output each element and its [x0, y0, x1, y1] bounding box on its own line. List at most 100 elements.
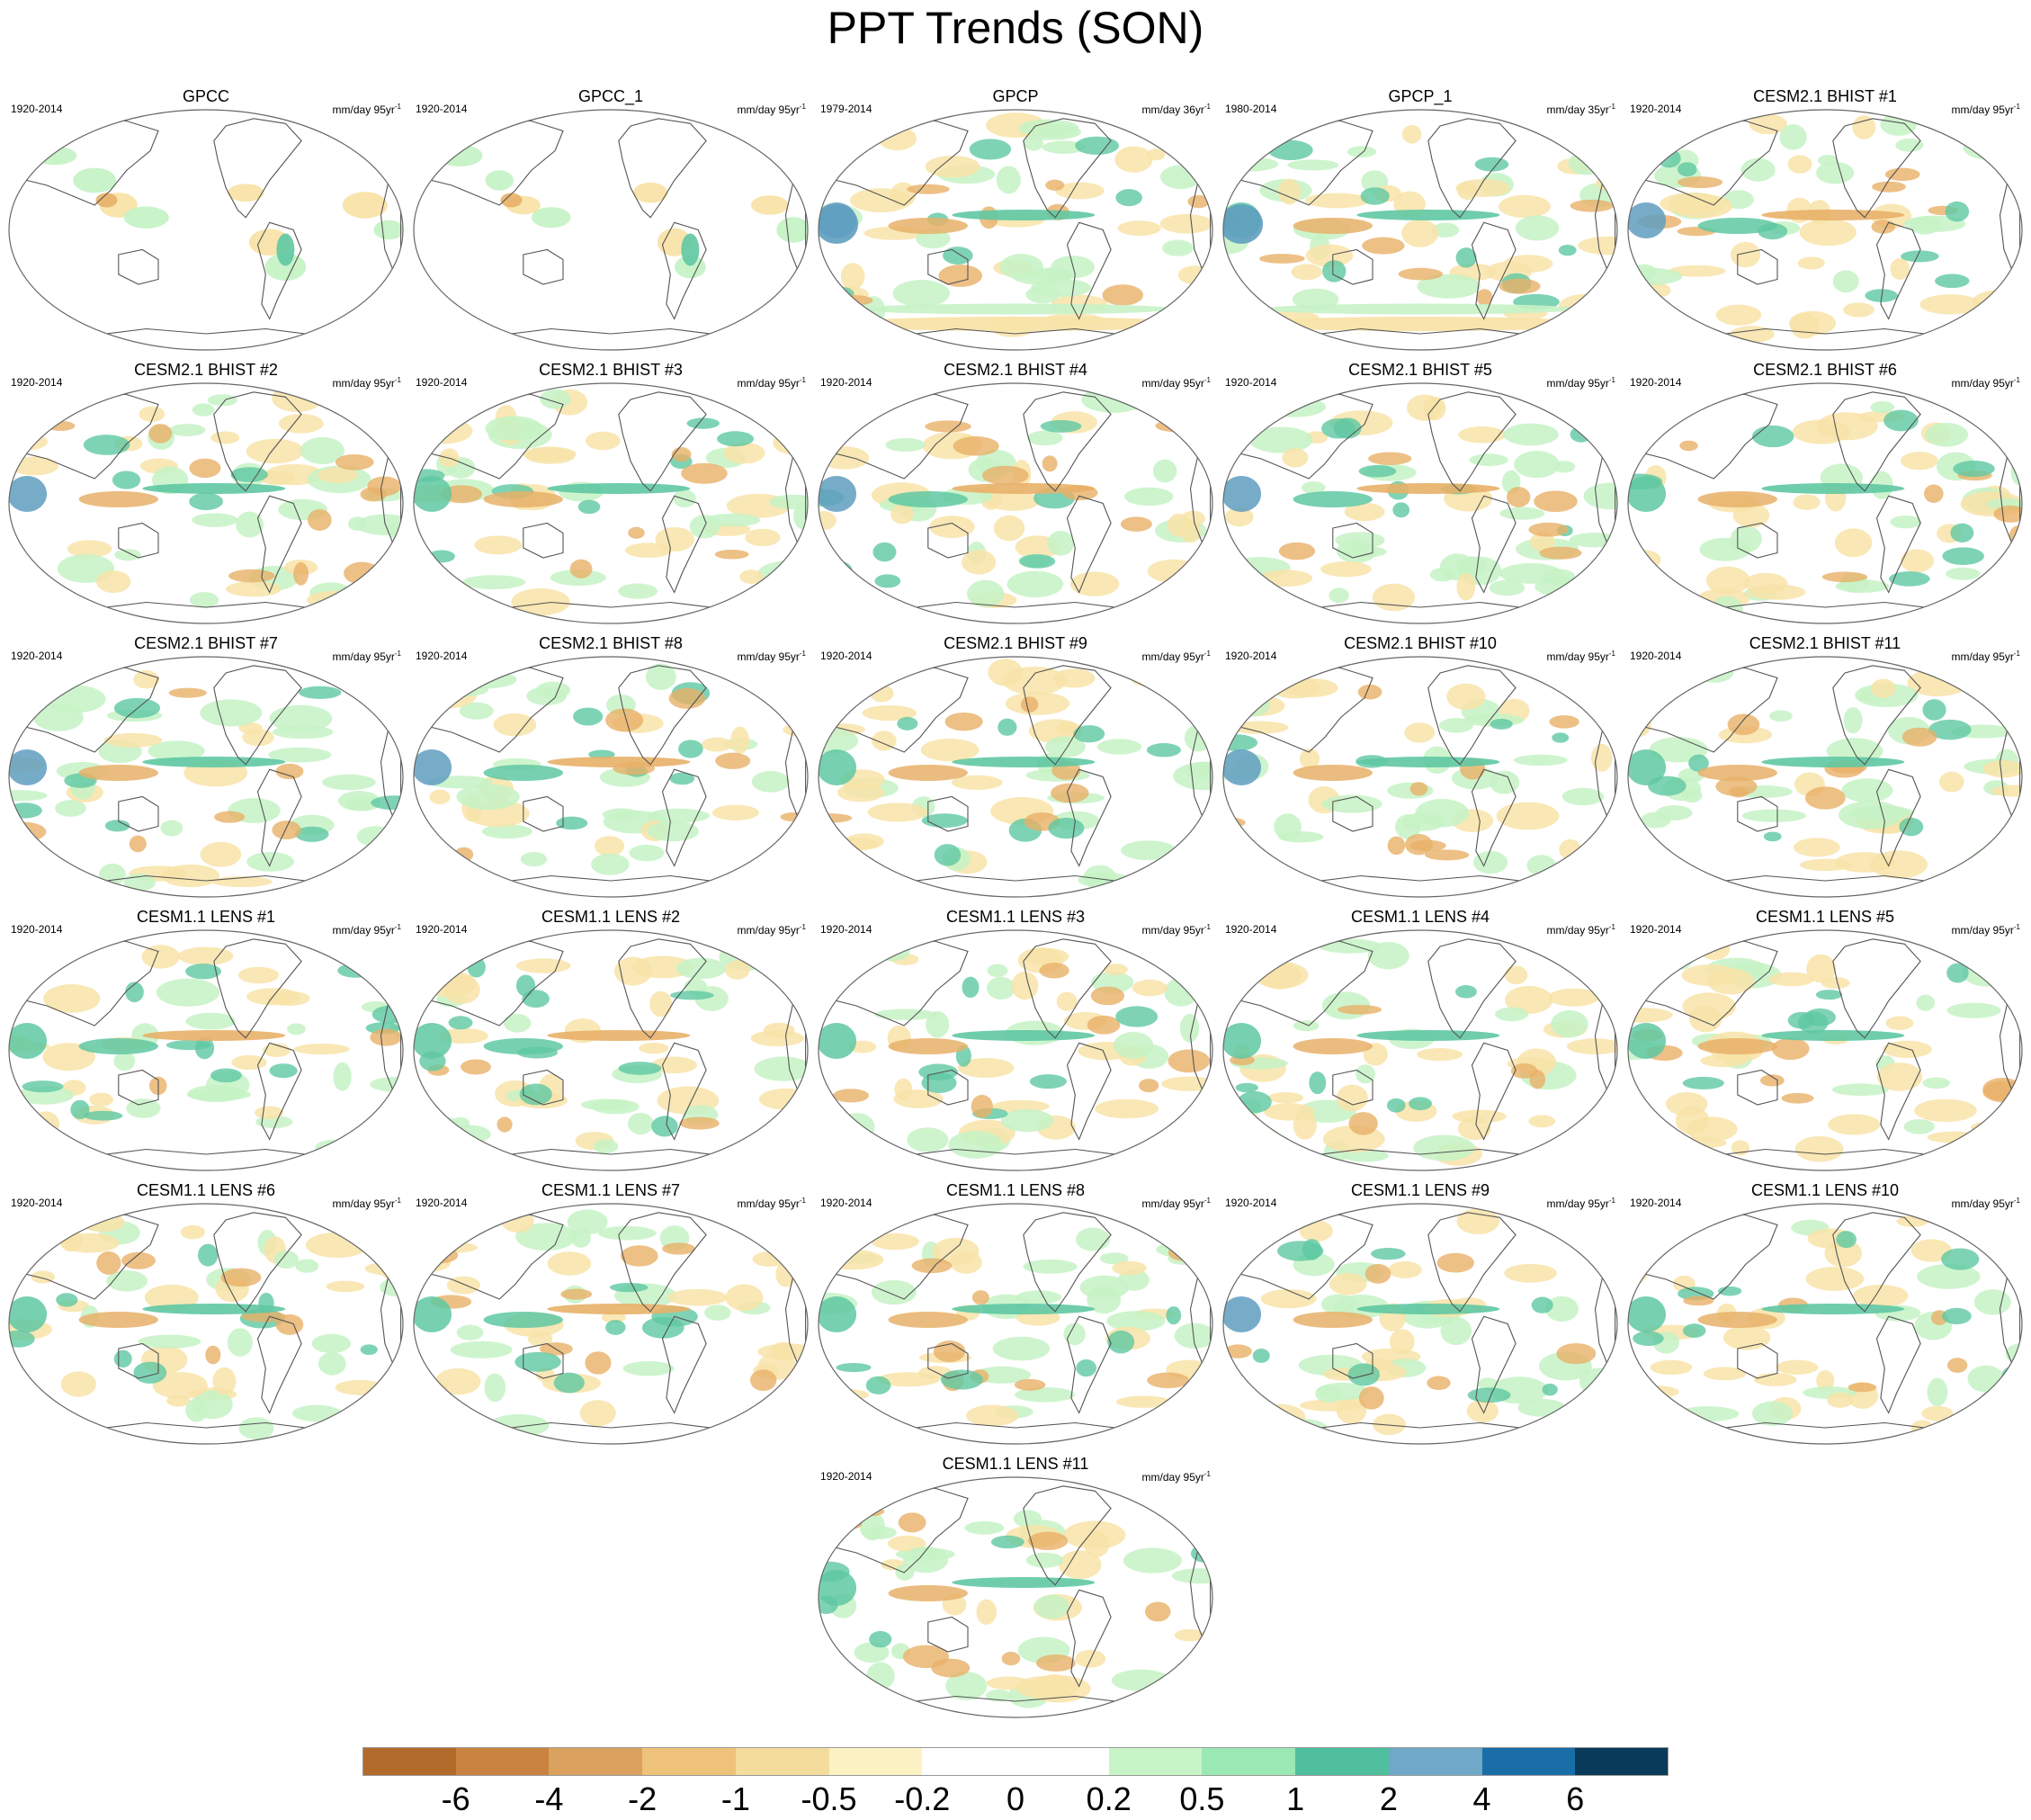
- unit-text: mm/day 95yr: [1951, 103, 2014, 116]
- colorbar-swatch: [1108, 1747, 1203, 1776]
- panel-title: CESM2.1 BHIST #7: [134, 634, 278, 652]
- panel-period: 1920-2014: [1630, 103, 1682, 115]
- colorbar-frame: [362, 1747, 1669, 1776]
- panel-unit: mm/day 95yr-1: [333, 1195, 401, 1210]
- colorbar-tick-label: -1: [720, 1780, 750, 1817]
- world-map: [1627, 656, 2023, 898]
- map-projection-border: [413, 929, 809, 1171]
- coastline-samerica: [256, 495, 302, 594]
- unit-text: mm/day 95yr: [1546, 924, 1609, 937]
- world-map: [1222, 656, 1618, 898]
- unit-text: mm/day 95yr: [1951, 377, 2014, 390]
- panel-unit: mm/day 95yr-1: [333, 921, 401, 937]
- coastline-australia: [118, 248, 159, 285]
- map-panel: CESM2.1 BHIST #9 1920-2014 mm/day 95yr-1: [813, 633, 1218, 903]
- coastline-namerica: [1832, 938, 1921, 1039]
- world-map: [1222, 929, 1618, 1171]
- coastline-samerica: [256, 768, 302, 867]
- panel-unit: mm/day 95yr-1: [738, 921, 806, 937]
- colorbar-swatch: [642, 1747, 737, 1776]
- coastline-samerica: [1875, 495, 1921, 594]
- panel-period: 1920-2014: [11, 923, 63, 936]
- colorbar-tick-label: 2: [1379, 1780, 1398, 1817]
- unit-text: mm/day 95yr: [1951, 924, 2014, 937]
- coastline-australia: [1737, 522, 1778, 559]
- trend-shading: [1628, 1212, 2022, 1436]
- coastline-samerica: [1875, 768, 1921, 867]
- world-map: [818, 1203, 1213, 1445]
- colorbar-swatch: [1481, 1747, 1576, 1776]
- coastline-australia: [1332, 522, 1373, 559]
- coastline-samerica: [661, 495, 707, 594]
- map-panel: CESM2.1 BHIST #2 1920-2014 mm/day 95yr-1: [4, 360, 408, 630]
- unit-exponent: -1: [394, 650, 401, 658]
- coastline-namerica: [618, 665, 707, 766]
- map-panel: CESM2.1 BHIST #6 1920-2014 mm/day 95yr-1: [1623, 360, 2027, 630]
- panel-title: CESM2.1 BHIST #8: [539, 634, 683, 652]
- coastline-namerica: [1023, 118, 1112, 219]
- panel-unit: mm/day 95yr-1: [333, 374, 401, 390]
- coastline-namerica: [1832, 118, 1921, 219]
- map-projection-border: [818, 1203, 1213, 1445]
- panel-period: 1920-2014: [1630, 923, 1682, 936]
- map-projection-border: [8, 382, 404, 624]
- unit-exponent: -1: [394, 376, 401, 384]
- panel-unit: mm/day 95yr-1: [1142, 1468, 1211, 1484]
- world-map: [1222, 382, 1618, 624]
- coastline-antarctica: [86, 601, 326, 611]
- panel-unit: mm/day 95yr-1: [1142, 648, 1211, 663]
- coastline-antarctica: [1705, 874, 1945, 884]
- trend-shading: [1628, 112, 2022, 348]
- map-projection-border: [1627, 929, 2023, 1171]
- map-projection-border: [413, 1203, 809, 1445]
- coastline-antarctica: [896, 1148, 1135, 1158]
- unit-text: mm/day 95yr: [1951, 650, 2014, 663]
- coastline-antarctica: [491, 1421, 730, 1431]
- colorbar-swatch: [1016, 1747, 1110, 1776]
- panel-period: 1920-2014: [416, 376, 468, 389]
- panel-title: CESM1.1 LENS #3: [945, 908, 1086, 926]
- coastline-antarctica: [896, 327, 1135, 337]
- unit-text: mm/day 95yr: [737, 650, 800, 663]
- coastline-australia: [1737, 1342, 1778, 1379]
- unit-text: mm/day 95yr: [1546, 1197, 1609, 1210]
- coastline-australia: [1332, 1069, 1373, 1106]
- map-projection-border: [1222, 109, 1618, 351]
- coastline-namerica: [1427, 665, 1517, 766]
- coastline-samerica: [1471, 495, 1517, 594]
- coastline-namerica: [1427, 938, 1517, 1039]
- panel-title: CESM2.1 BHIST #1: [1753, 87, 1897, 105]
- coastline-namerica: [618, 1212, 707, 1313]
- world-map: [8, 1203, 404, 1445]
- coastline-australia: [927, 1616, 969, 1653]
- colorbar-swatch: [455, 1747, 550, 1776]
- map-panel: CESM1.1 LENS #2 1920-2014 mm/day 95yr-1: [408, 907, 813, 1177]
- coastline-antarctica: [86, 1421, 326, 1431]
- world-map: [413, 382, 809, 624]
- map-projection-border: [8, 1203, 404, 1445]
- map-projection-border: [8, 109, 404, 351]
- unit-text: mm/day 95yr: [1141, 1471, 1204, 1484]
- trend-shading: [414, 1209, 808, 1438]
- colorbar-tick-label: -0.5: [801, 1780, 857, 1817]
- panel-title: CESM1.1 LENS #11: [942, 1455, 1089, 1473]
- coastline-samerica: [256, 1315, 302, 1414]
- unit-exponent: -1: [394, 1197, 401, 1205]
- coastline-australia: [1737, 1069, 1778, 1106]
- panel-period: 1920-2014: [820, 376, 872, 389]
- unit-text: mm/day 95yr: [332, 377, 395, 390]
- panel-period: 1920-2014: [820, 650, 872, 662]
- map-panel: CESM1.1 LENS #5 1920-2014 mm/day 95yr-1: [1623, 907, 2027, 1177]
- map-panel: CESM1.1 LENS #8 1920-2014 mm/day 95yr-1: [813, 1180, 1218, 1450]
- panel-title: CESM2.1 BHIST #3: [539, 361, 683, 379]
- world-map: [1627, 109, 2023, 351]
- panel-title: CESM2.1 BHIST #11: [1749, 634, 1901, 652]
- coastline-namerica: [618, 118, 707, 219]
- unit-text: mm/day 95yr: [1141, 377, 1204, 390]
- coastline-samerica: [1066, 221, 1112, 320]
- coastline-antarctica: [86, 327, 326, 337]
- colorbar-tick-label: 1: [1286, 1780, 1305, 1817]
- map-projection-border: [1222, 929, 1618, 1171]
- coastline-samerica: [1066, 495, 1112, 594]
- world-map: [1627, 1203, 2023, 1445]
